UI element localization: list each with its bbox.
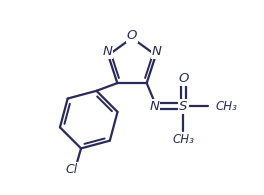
Text: CH₃: CH₃ — [172, 133, 194, 146]
Text: N: N — [152, 45, 162, 58]
Text: CH₃: CH₃ — [215, 100, 237, 113]
Text: Cl: Cl — [65, 163, 78, 176]
Text: N: N — [102, 45, 112, 58]
Text: O: O — [127, 28, 137, 42]
Text: O: O — [178, 72, 188, 85]
Text: N: N — [149, 100, 159, 113]
Text: S: S — [180, 100, 188, 113]
